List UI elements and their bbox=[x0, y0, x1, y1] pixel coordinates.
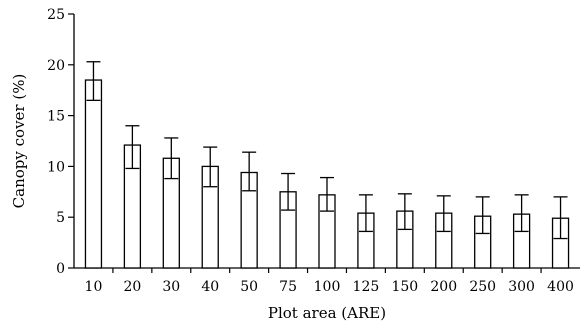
x-tick-label: 10 bbox=[85, 279, 103, 295]
x-tick-label: 20 bbox=[123, 279, 141, 295]
x-tick-label: 75 bbox=[279, 279, 297, 295]
x-tick-label: 40 bbox=[201, 279, 219, 295]
x-tick-label: 200 bbox=[430, 279, 457, 295]
x-tick-label: 300 bbox=[508, 279, 535, 295]
y-tick-label: 15 bbox=[47, 109, 65, 125]
bar bbox=[84, 79, 103, 269]
y-tick-label: 25 bbox=[47, 7, 65, 23]
x-axis: 10 20 30 40 50 75 100 125 150 200 250 300 400 bbox=[74, 267, 580, 295]
y-tick-label: 5 bbox=[56, 210, 65, 226]
x-tick-label: 30 bbox=[162, 279, 180, 295]
x-tick-label: 100 bbox=[314, 279, 341, 295]
error-bars-group bbox=[86, 61, 568, 240]
x-tick-label: 250 bbox=[469, 279, 496, 295]
x-tick-label: 400 bbox=[547, 279, 574, 295]
y-axis-label: Canopy cover (%) bbox=[10, 74, 28, 209]
y-tick-label: 0 bbox=[56, 261, 65, 277]
y-tick-label: 20 bbox=[47, 58, 65, 74]
y-axis: 0 5 10 15 20 25 bbox=[47, 7, 75, 277]
x-tick-label: 125 bbox=[353, 279, 380, 295]
x-tick-label: 50 bbox=[240, 279, 258, 295]
x-tick-label: 150 bbox=[391, 279, 418, 295]
y-tick-label: 10 bbox=[47, 159, 65, 175]
x-axis-label: Plot area (ARE) bbox=[268, 304, 386, 322]
bars-group bbox=[84, 79, 570, 269]
